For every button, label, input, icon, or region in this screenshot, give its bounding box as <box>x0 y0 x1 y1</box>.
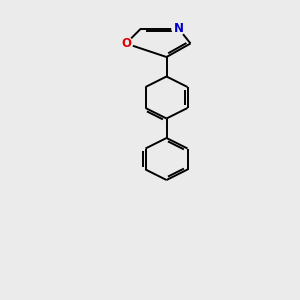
Circle shape <box>119 37 133 50</box>
Text: N: N <box>173 22 184 35</box>
Circle shape <box>172 22 185 35</box>
Text: O: O <box>121 37 131 50</box>
